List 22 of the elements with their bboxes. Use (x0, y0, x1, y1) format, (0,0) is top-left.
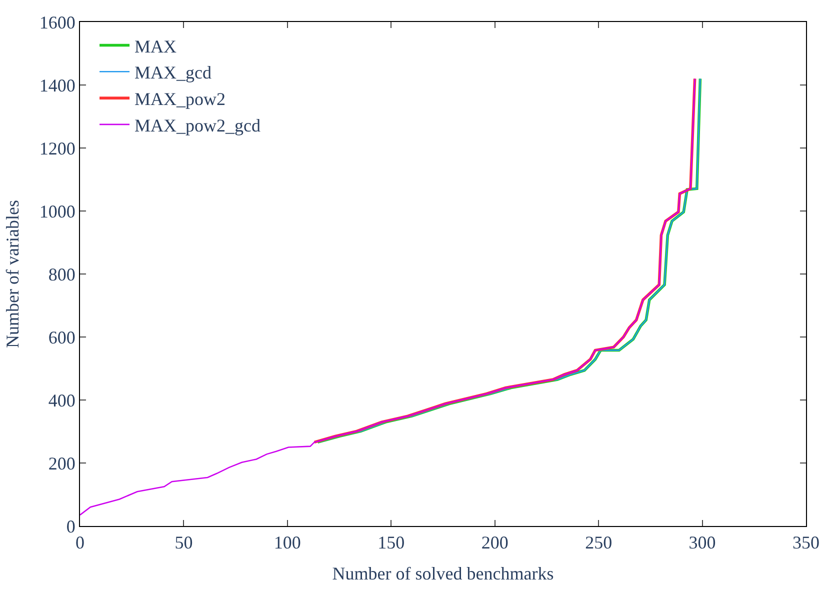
y-tick-label: 1400 (39, 75, 76, 96)
x-tick-label: 150 (378, 532, 405, 553)
y-axis-title: Number of variables (2, 200, 23, 348)
y-tick-label: 200 (48, 453, 76, 474)
legend-label: MAX_gcd (134, 62, 212, 83)
x-tick-label: 250 (585, 532, 612, 553)
x-tick-label: 200 (481, 532, 508, 553)
x-tick-label: 350 (792, 532, 820, 553)
legend-label: MAX_pow2_gcd (134, 115, 261, 136)
y-tick-label: 1200 (39, 138, 76, 158)
y-tick-label: 1600 (39, 12, 76, 32)
y-tick-label: 400 (48, 390, 76, 410)
x-tick-label: 300 (688, 532, 716, 553)
x-tick-label: 50 (174, 532, 193, 553)
x-axis-title: Number of solved benchmarks (332, 564, 554, 584)
y-tick-label: 800 (48, 264, 76, 284)
y-tick-label: 0 (66, 516, 76, 536)
x-tick-label: 100 (274, 532, 301, 553)
y-tick-label: 1000 (39, 201, 76, 222)
legend-label: MAX_pow2 (134, 89, 226, 110)
legend-label: MAX (134, 36, 177, 56)
y-tick-label: 600 (48, 327, 76, 348)
